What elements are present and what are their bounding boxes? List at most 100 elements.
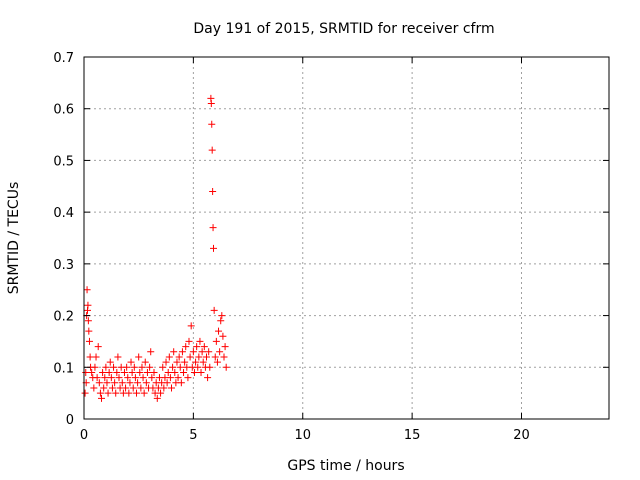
- data-point: [86, 353, 94, 361]
- data-point: [131, 374, 139, 382]
- data-point: [98, 394, 105, 402]
- data-points: [81, 94, 230, 402]
- data-point: [146, 363, 154, 371]
- data-point: [197, 368, 205, 376]
- data-point: [130, 363, 138, 371]
- data-point: [127, 358, 135, 366]
- data-point: [136, 368, 144, 376]
- x-tick-label: 20: [513, 428, 530, 443]
- x-tick-label: 15: [404, 428, 421, 443]
- data-point: [178, 348, 186, 356]
- data-point: [104, 389, 112, 397]
- data-point: [216, 348, 224, 356]
- data-point: [88, 368, 96, 376]
- data-point: [210, 244, 217, 252]
- data-point: [219, 332, 227, 340]
- data-point: [108, 384, 116, 392]
- data-point: [198, 348, 206, 356]
- y-tick-label: 0.3: [53, 258, 74, 273]
- data-point: [84, 317, 92, 325]
- data-point: [209, 187, 217, 195]
- data-point: [85, 327, 93, 335]
- data-point: [185, 337, 193, 345]
- data-point: [118, 379, 126, 387]
- data-point: [181, 358, 189, 366]
- data-point: [134, 379, 142, 387]
- data-point: [173, 358, 181, 366]
- data-point: [113, 368, 121, 376]
- data-point: [192, 358, 200, 366]
- data-point: [221, 343, 229, 351]
- x-tick-labels: 0 5 10 15 20: [80, 428, 530, 443]
- y-tick-label: 0.5: [53, 154, 74, 169]
- data-point: [180, 368, 188, 376]
- data-point: [96, 389, 104, 397]
- y-axis-label: SRMTID / TECUs: [6, 182, 22, 295]
- data-point: [207, 100, 215, 108]
- data-point: [166, 374, 174, 382]
- data-point: [105, 368, 113, 376]
- data-point: [217, 317, 225, 325]
- data-point: [101, 374, 109, 382]
- data-point: [222, 363, 230, 371]
- data-point: [163, 379, 171, 387]
- data-point: [125, 389, 133, 397]
- data-point: [129, 384, 137, 392]
- data-point: [137, 384, 145, 392]
- data-point: [115, 374, 123, 382]
- data-point: [160, 384, 168, 392]
- data-point: [84, 301, 92, 309]
- data-point: [83, 286, 91, 294]
- data-point: [213, 358, 221, 366]
- data-point: [150, 368, 158, 376]
- data-point: [168, 384, 175, 392]
- data-point: [200, 343, 208, 351]
- data-point: [165, 353, 173, 361]
- data-point: [199, 358, 207, 366]
- y-tick-label: 0.1: [53, 361, 74, 376]
- data-point: [123, 363, 131, 371]
- data-point: [194, 363, 202, 371]
- data-point: [138, 363, 146, 371]
- data-point: [159, 363, 167, 371]
- data-point: [147, 348, 155, 356]
- data-point: [204, 374, 212, 382]
- data-point: [112, 389, 120, 397]
- data-point: [193, 343, 201, 351]
- data-point: [211, 353, 219, 361]
- data-point: [153, 394, 161, 402]
- data-point: [93, 374, 101, 382]
- data-point: [126, 379, 134, 387]
- x-tick-label: 5: [189, 428, 197, 443]
- data-point: [91, 363, 99, 371]
- data-point: [186, 353, 194, 361]
- data-point: [85, 337, 93, 345]
- axis-ticks: [83, 56, 609, 420]
- data-point: [92, 353, 100, 361]
- data-point: [170, 348, 178, 356]
- data-point: [148, 374, 156, 382]
- data-point: [189, 348, 197, 356]
- data-point: [122, 384, 130, 392]
- data-point: [142, 379, 150, 387]
- data-point: [164, 368, 172, 376]
- data-point: [141, 358, 149, 366]
- data-point: [81, 389, 89, 397]
- y-tick-labels: 0 0.1 0.2 0.3 0.4 0.5 0.6 0.7: [53, 51, 74, 428]
- data-point: [157, 389, 165, 397]
- y-tick-label: 0.7: [53, 51, 74, 66]
- data-point: [182, 343, 190, 351]
- data-point: [94, 343, 102, 351]
- data-point: [124, 374, 132, 382]
- data-point: [169, 363, 177, 371]
- data-point: [100, 384, 108, 392]
- data-point: [218, 312, 226, 320]
- data-point: [176, 363, 184, 371]
- data-point: [82, 368, 90, 376]
- y-tick-label: 0.2: [53, 310, 74, 325]
- data-point: [103, 379, 111, 387]
- data-point: [175, 353, 183, 361]
- data-point: [209, 224, 217, 232]
- data-point: [111, 379, 119, 387]
